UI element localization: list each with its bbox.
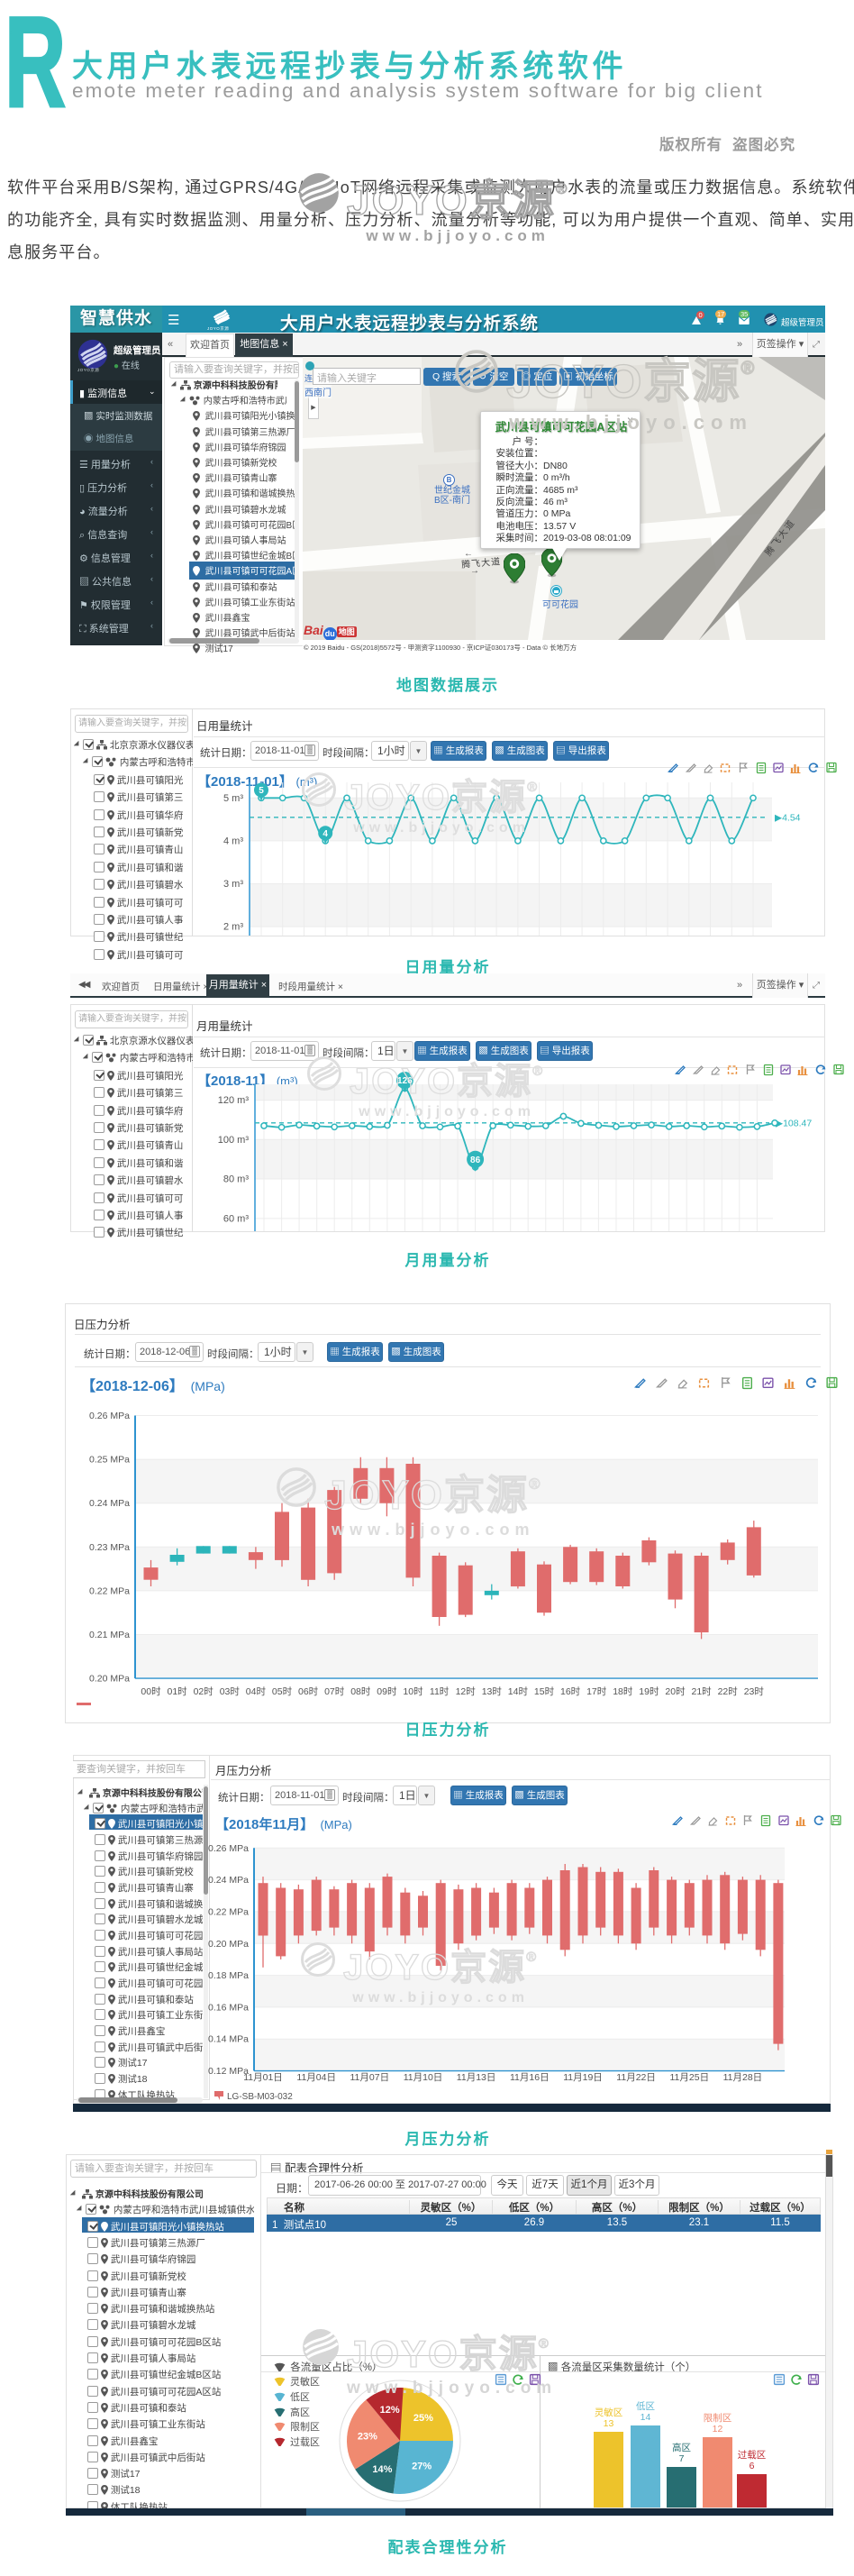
svg-text:4: 4 — [323, 829, 328, 839]
svg-text:23%: 23% — [358, 2431, 377, 2442]
svg-text:22时: 22时 — [718, 1686, 739, 1697]
svg-text:0.20 MPa: 0.20 MPa — [208, 1939, 249, 1950]
svg-text:16时: 16时 — [560, 1686, 581, 1697]
svg-text:0.25 MPa: 0.25 MPa — [89, 1455, 130, 1466]
svg-text:126: 126 — [397, 1076, 413, 1086]
svg-text:18时: 18时 — [613, 1686, 633, 1697]
svg-text:0.26 MPa: 0.26 MPa — [89, 1411, 130, 1421]
svg-text:11月04日: 11月04日 — [296, 2072, 336, 2083]
svg-text:07时: 07时 — [324, 1686, 345, 1697]
svg-text:5 m³: 5 m³ — [223, 793, 243, 804]
svg-text:17时: 17时 — [586, 1686, 607, 1697]
svg-text:3 m³: 3 m³ — [223, 879, 243, 890]
svg-text:11月07日: 11月07日 — [350, 2072, 390, 2083]
svg-text:00时: 00时 — [141, 1686, 161, 1697]
svg-text:11月28日: 11月28日 — [723, 2072, 763, 2083]
svg-text:23时: 23时 — [744, 1686, 765, 1697]
svg-text:0.24 MPa: 0.24 MPa — [208, 1875, 249, 1886]
svg-text:2 m³: 2 m³ — [223, 922, 243, 933]
svg-text:09时: 09时 — [377, 1686, 397, 1697]
svg-text:▶4.54: ▶4.54 — [775, 812, 801, 823]
svg-text:14%: 14% — [372, 2464, 392, 2475]
svg-text:0.23 MPa: 0.23 MPa — [89, 1542, 130, 1553]
svg-text:0.16 MPa: 0.16 MPa — [208, 2002, 249, 2013]
svg-text:0.26 MPa: 0.26 MPa — [208, 1843, 249, 1854]
svg-text:25%: 25% — [413, 2413, 433, 2424]
svg-text:21时: 21时 — [692, 1686, 713, 1697]
svg-text:02时: 02时 — [194, 1686, 214, 1697]
svg-text:11月16日: 11月16日 — [510, 2072, 550, 2083]
svg-text:11月19日: 11月19日 — [563, 2072, 603, 2083]
svg-text:4 m³: 4 m³ — [223, 836, 243, 846]
svg-text:86: 86 — [470, 1156, 481, 1165]
svg-text:0.20 MPa: 0.20 MPa — [89, 1674, 130, 1685]
svg-text:0.24 MPa: 0.24 MPa — [89, 1498, 130, 1509]
svg-text:15时: 15时 — [534, 1686, 555, 1697]
svg-text:08时: 08时 — [350, 1686, 371, 1697]
svg-text:0.22 MPa: 0.22 MPa — [208, 1906, 249, 1917]
svg-text:0.14 MPa: 0.14 MPa — [208, 2034, 249, 2045]
svg-text:11月01日: 11月01日 — [243, 2072, 283, 2083]
svg-text:11月22日: 11月22日 — [616, 2072, 656, 2083]
svg-text:0.12 MPa: 0.12 MPa — [208, 2066, 249, 2077]
svg-text:80 m³: 80 m³ — [223, 1174, 249, 1185]
svg-text:12%: 12% — [380, 2405, 400, 2416]
svg-text:11月25日: 11月25日 — [670, 2072, 710, 2083]
svg-text:11月13日: 11月13日 — [457, 2072, 496, 2083]
svg-text:06时: 06时 — [298, 1686, 319, 1697]
svg-text:60 m³: 60 m³ — [223, 1213, 249, 1224]
svg-text:▶108.47: ▶108.47 — [776, 1118, 812, 1128]
svg-text:05时: 05时 — [272, 1686, 293, 1697]
svg-text:03时: 03时 — [220, 1686, 241, 1697]
svg-text:100 m³: 100 m³ — [218, 1135, 250, 1146]
svg-text:11时: 11时 — [430, 1686, 450, 1697]
svg-text:0.22 MPa: 0.22 MPa — [89, 1585, 130, 1596]
svg-text:20时: 20时 — [665, 1686, 686, 1697]
svg-text:0.21 MPa: 0.21 MPa — [89, 1630, 130, 1640]
svg-text:120 m³: 120 m³ — [218, 1095, 250, 1106]
svg-text:19时: 19时 — [639, 1686, 659, 1697]
svg-text:14时: 14时 — [508, 1686, 529, 1697]
svg-text:5: 5 — [259, 786, 264, 796]
svg-text:27%: 27% — [412, 2461, 432, 2471]
svg-text:13时: 13时 — [482, 1686, 503, 1697]
svg-text:12时: 12时 — [456, 1686, 477, 1697]
svg-text:0.18 MPa: 0.18 MPa — [208, 1970, 249, 1981]
svg-text:04时: 04时 — [246, 1686, 267, 1697]
svg-text:10时: 10时 — [403, 1686, 423, 1697]
svg-text:11月10日: 11月10日 — [404, 2072, 443, 2083]
svg-text:01时: 01时 — [168, 1686, 188, 1697]
